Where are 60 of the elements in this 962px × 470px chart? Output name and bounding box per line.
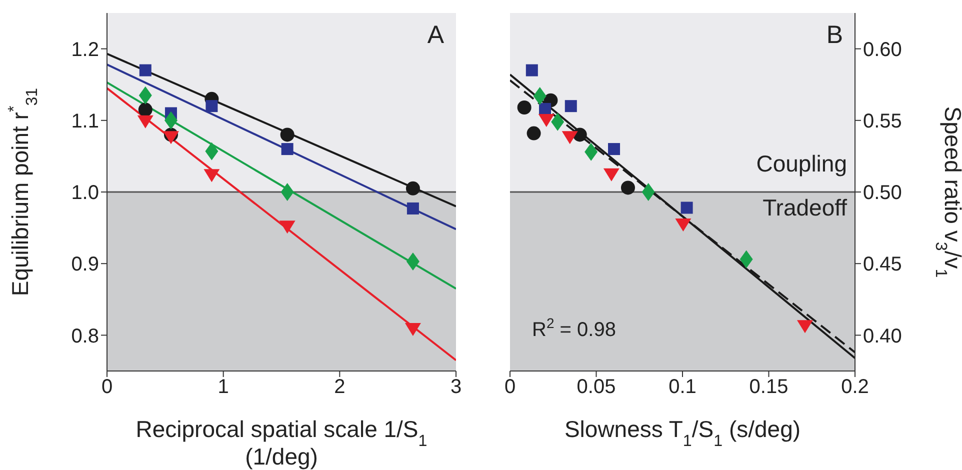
point — [584, 142, 598, 161]
x-tick-label: 0 — [504, 376, 516, 398]
x-axis-title: Slowness T$_{1}$/S$_{1}$ (s/deg) — [564, 416, 801, 450]
point — [538, 114, 554, 127]
y2-tick-label: 0.50 — [863, 182, 902, 204]
point — [137, 115, 154, 128]
point — [406, 202, 419, 214]
x-tick-label: 0.15 — [749, 376, 788, 398]
text: Reciprocal spatial scale 1/S$_{1}$ (1/deg) — [136, 416, 428, 470]
point — [564, 100, 577, 112]
point — [526, 64, 538, 76]
point — [280, 128, 294, 142]
point — [517, 100, 532, 115]
y-tick-label: 0.9 — [71, 254, 99, 276]
x-tick-label: 1 — [218, 376, 229, 398]
y2-tick-label: 0.40 — [863, 325, 902, 348]
point — [675, 218, 692, 232]
point — [680, 202, 693, 214]
x-tick-label: 3 — [450, 376, 462, 398]
point — [406, 181, 420, 196]
point — [162, 131, 179, 144]
x-tick-label: 0 — [101, 376, 113, 398]
point — [138, 86, 152, 104]
point — [204, 169, 220, 182]
point — [533, 87, 546, 106]
band-label: Tradeoff — [762, 194, 848, 220]
x-tick-label: 0.1 — [668, 376, 696, 398]
x-tick-label: 2 — [334, 376, 346, 398]
point — [526, 126, 541, 140]
x-tick-label: 0.05 — [576, 376, 616, 398]
annotation: A — [427, 21, 444, 49]
y-tick-label: 1.2 — [71, 38, 99, 61]
point — [205, 142, 218, 160]
point — [608, 143, 620, 156]
point — [404, 323, 421, 336]
point — [138, 102, 152, 117]
y-tick-label: 1.1 — [71, 110, 99, 132]
point — [603, 168, 620, 182]
point — [279, 220, 296, 234]
point — [164, 111, 178, 130]
point — [139, 64, 152, 76]
point — [796, 320, 813, 334]
band-label: Coupling — [756, 150, 847, 176]
point — [562, 131, 578, 144]
annotation: R$^{2}$ = 0.98 — [532, 315, 616, 341]
point — [551, 112, 564, 131]
y2-tick-label: 0.55 — [863, 110, 902, 132]
point — [620, 180, 635, 195]
y-tick-label: 1.0 — [71, 182, 99, 204]
x-tick-label: 0.2 — [841, 376, 869, 398]
y2-tick-label: 0.45 — [863, 254, 902, 276]
y-tick-label: 0.8 — [71, 325, 99, 348]
point — [642, 183, 655, 201]
point — [280, 183, 294, 201]
point — [206, 100, 218, 112]
point — [281, 143, 294, 156]
point — [740, 250, 753, 268]
y2-tick-label: 0.60 — [863, 38, 902, 61]
annotation: B — [826, 21, 843, 49]
point — [406, 252, 420, 270]
